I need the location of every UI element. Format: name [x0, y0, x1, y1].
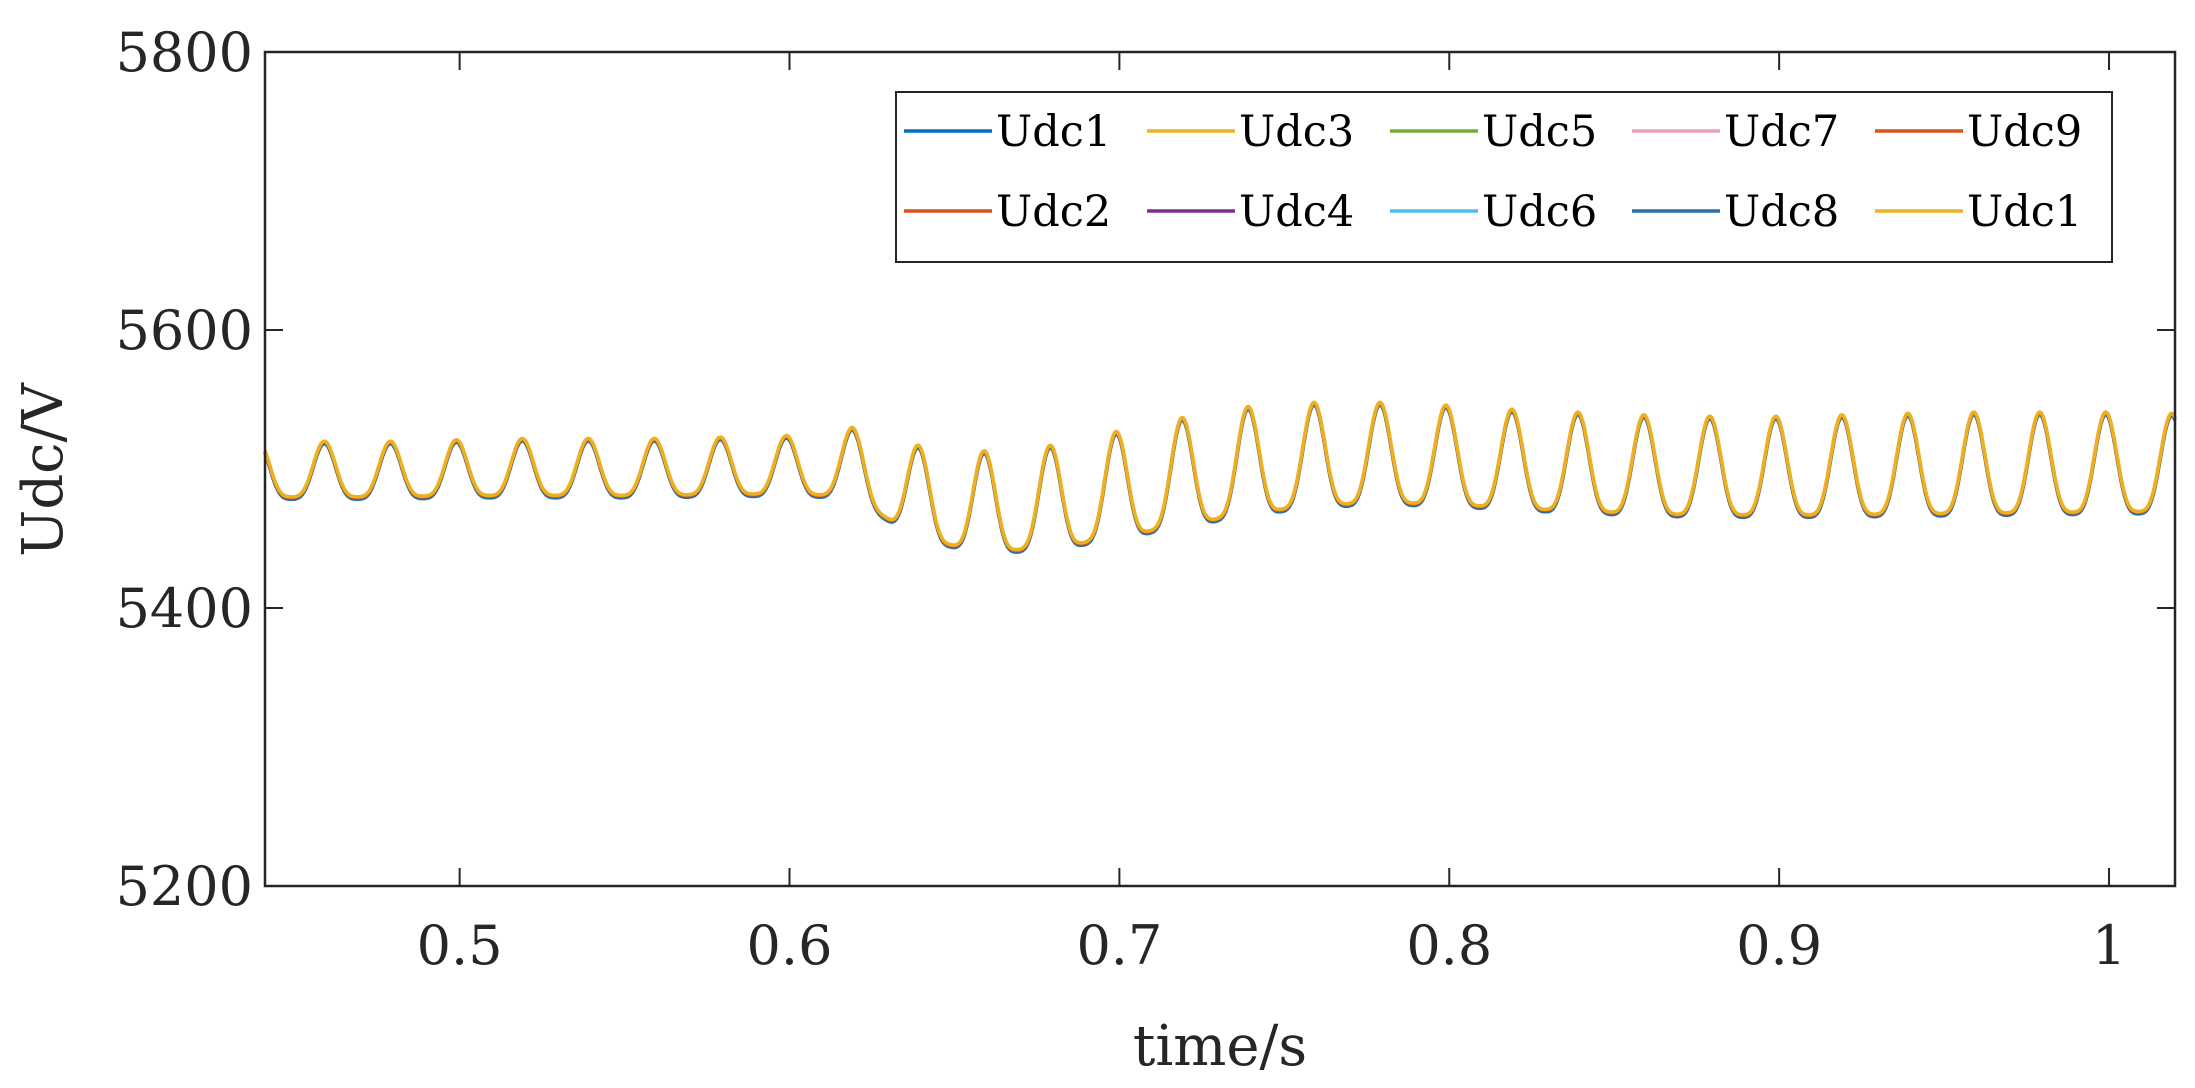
- x-axis-title: time/s: [1133, 1014, 1307, 1079]
- y-tick-label: 5800: [116, 21, 253, 84]
- x-tick-label: 0.7: [1076, 914, 1162, 977]
- y-tick-label: 5400: [116, 577, 253, 640]
- y-axis-title: Udc/V: [11, 382, 76, 557]
- plot-frame: [263, 50, 2177, 888]
- legend-label: Udc7: [1724, 107, 1839, 157]
- legend-label: Udc5: [1482, 107, 1597, 157]
- y-tick-label: 5600: [116, 299, 253, 362]
- legend-box: [895, 91, 2113, 263]
- legend-label: Udc4: [1239, 187, 1354, 237]
- legend-label: Udc8: [1724, 187, 1839, 237]
- legend: Udc1 Udc2 Udc3 Udc4 Udc5 Udc6 Udc7 Udc8 Udc9 Udc1: [895, 91, 2113, 263]
- legend-label: Udc1: [996, 107, 1111, 157]
- x-tick-label: 0.8: [1406, 914, 1492, 977]
- legend-label: Udc9: [1967, 107, 2082, 157]
- legend-label: Udc1: [1967, 187, 2082, 237]
- y-tick-label: 5200: [116, 855, 253, 918]
- tick-layer: 0.5 0.6 0.7 0.8 0.9 1 5200 5400 5600 5800: [116, 21, 2175, 977]
- x-tick-label: 0.9: [1736, 914, 1822, 977]
- x-tick-label: 0.5: [417, 914, 503, 977]
- series-layer: [263, 400, 2177, 554]
- x-tick-label: 1: [2092, 914, 2126, 977]
- series-line-10: [263, 400, 2177, 552]
- legend-label: Udc3: [1239, 107, 1354, 157]
- x-tick-label: 0.6: [747, 914, 833, 977]
- legend-label: Udc6: [1482, 187, 1597, 237]
- legend-label: Udc2: [996, 187, 1111, 237]
